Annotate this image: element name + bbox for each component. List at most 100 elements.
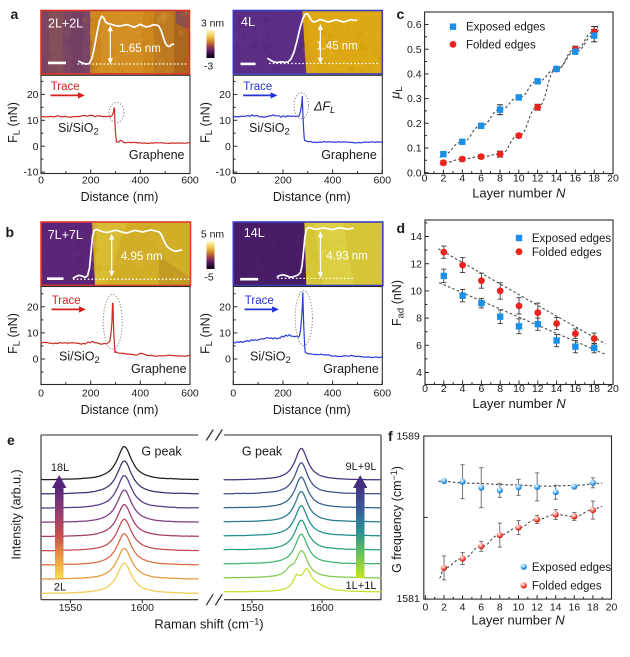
svg-text:4.95 nm: 4.95 nm (121, 251, 163, 263)
svg-text:Folded edges: Folded edges (532, 581, 602, 593)
svg-text:600: 600 (374, 387, 392, 399)
svg-text:16: 16 (568, 601, 580, 613)
svg-text:Layer number N: Layer number N (471, 613, 565, 628)
svg-text:16: 16 (569, 173, 581, 185)
svg-text:20: 20 (219, 301, 231, 313)
svg-text:Graphene: Graphene (129, 148, 185, 162)
svg-text:Graphene: Graphene (321, 148, 377, 162)
svg-text:12: 12 (532, 383, 544, 395)
svg-text:0: 0 (422, 601, 428, 613)
svg-text:c: c (397, 6, 405, 22)
svg-text:8: 8 (497, 383, 503, 395)
svg-text:1L+1L: 1L+1L (346, 580, 377, 592)
svg-text:Si/SiO2: Si/SiO2 (58, 121, 99, 138)
svg-text:ΔFL: ΔFL (313, 100, 335, 117)
svg-text:-10: -10 (216, 167, 231, 179)
svg-text:0: 0 (422, 173, 428, 185)
svg-text:d: d (397, 220, 406, 236)
svg-text:Layer number N: Layer number N (472, 396, 566, 411)
svg-text:20: 20 (219, 89, 231, 101)
svg-text:f: f (388, 428, 393, 444)
svg-text:400: 400 (132, 175, 150, 187)
svg-text:Exposed edges: Exposed edges (466, 22, 546, 34)
svg-text:0: 0 (33, 141, 39, 153)
svg-text:10: 10 (513, 173, 525, 185)
svg-text:10: 10 (219, 115, 231, 127)
svg-text:400: 400 (324, 387, 342, 399)
svg-text:0: 0 (230, 175, 236, 187)
svg-text:200: 200 (82, 175, 100, 187)
svg-text:8: 8 (497, 601, 503, 613)
svg-text:0.3: 0.3 (407, 93, 422, 105)
svg-text:10: 10 (219, 328, 231, 340)
svg-text:e: e (7, 432, 15, 448)
svg-text:0.6: 0.6 (407, 19, 422, 31)
svg-text:20: 20 (606, 601, 618, 613)
svg-text:4.93 nm: 4.93 nm (326, 251, 368, 263)
svg-text:0.4: 0.4 (407, 69, 422, 81)
svg-text:10: 10 (410, 286, 422, 298)
svg-text:9L+9L: 9L+9L (346, 461, 377, 473)
svg-text:6: 6 (416, 340, 422, 352)
svg-text:Trace: Trace (52, 295, 81, 307)
svg-text:400: 400 (132, 387, 150, 399)
svg-text:1589: 1589 (396, 431, 420, 443)
svg-text:Distance (nm): Distance (nm) (273, 403, 351, 417)
svg-text:4: 4 (460, 383, 466, 395)
svg-text:4L: 4L (241, 15, 255, 29)
svg-text:0: 0 (38, 175, 44, 187)
svg-text:12: 12 (532, 173, 544, 185)
svg-text:20: 20 (607, 383, 619, 395)
svg-text:b: b (6, 224, 15, 240)
svg-text:0.0: 0.0 (407, 167, 422, 179)
svg-text:Raman shift (cm−1): Raman shift (cm−1) (154, 616, 263, 631)
svg-text:Layer number N: Layer number N (472, 186, 566, 201)
svg-text:200: 200 (274, 387, 292, 399)
svg-text:2L: 2L (54, 582, 66, 594)
svg-text:6: 6 (478, 173, 484, 185)
svg-text:4: 4 (460, 601, 466, 613)
svg-text:1550: 1550 (240, 602, 264, 614)
svg-text:1600: 1600 (131, 602, 155, 614)
svg-text:Trace: Trace (245, 295, 274, 307)
svg-text:20: 20 (27, 301, 39, 313)
svg-text:Si/SiO2: Si/SiO2 (249, 121, 290, 138)
svg-text:200: 200 (274, 175, 292, 187)
svg-text:18: 18 (588, 173, 600, 185)
svg-text:0: 0 (422, 383, 428, 395)
svg-text:10: 10 (27, 115, 39, 127)
svg-text:Distance (nm): Distance (nm) (81, 190, 159, 204)
svg-text:12: 12 (531, 601, 543, 613)
svg-text:Graphene: Graphene (323, 362, 379, 376)
svg-text:0.1: 0.1 (407, 143, 422, 155)
svg-text:5 nm: 5 nm (201, 228, 225, 240)
svg-text:16: 16 (570, 383, 582, 395)
svg-text:200: 200 (82, 387, 100, 399)
svg-text:-3: -3 (204, 61, 213, 73)
svg-text:12: 12 (410, 258, 422, 270)
svg-text:18: 18 (588, 383, 600, 395)
svg-text:2: 2 (441, 383, 447, 395)
svg-text:14: 14 (551, 173, 563, 185)
svg-text:G peak: G peak (242, 445, 283, 459)
svg-text:0: 0 (225, 141, 231, 153)
svg-text:14: 14 (410, 231, 422, 243)
svg-text:10: 10 (513, 601, 525, 613)
svg-text:Si/SiO2: Si/SiO2 (250, 350, 291, 367)
svg-text:4: 4 (459, 173, 465, 185)
svg-text:a: a (11, 6, 19, 22)
svg-text:2: 2 (441, 601, 447, 613)
svg-text:Folded edges: Folded edges (532, 247, 602, 259)
svg-text:0: 0 (230, 387, 236, 399)
svg-text:1581: 1581 (396, 593, 420, 605)
svg-text:14: 14 (551, 383, 563, 395)
svg-text:G peak: G peak (141, 445, 182, 459)
svg-text:Trace: Trace (51, 81, 80, 93)
svg-text:0: 0 (225, 354, 231, 366)
svg-text:1.45 nm: 1.45 nm (316, 41, 358, 53)
svg-text:3 nm: 3 nm (201, 17, 225, 29)
svg-text:600: 600 (374, 175, 392, 187)
svg-text:0.5: 0.5 (407, 44, 422, 56)
svg-text:600: 600 (181, 387, 199, 399)
svg-text:Intensity (arb.u.): Intensity (arb.u.) (10, 469, 24, 559)
